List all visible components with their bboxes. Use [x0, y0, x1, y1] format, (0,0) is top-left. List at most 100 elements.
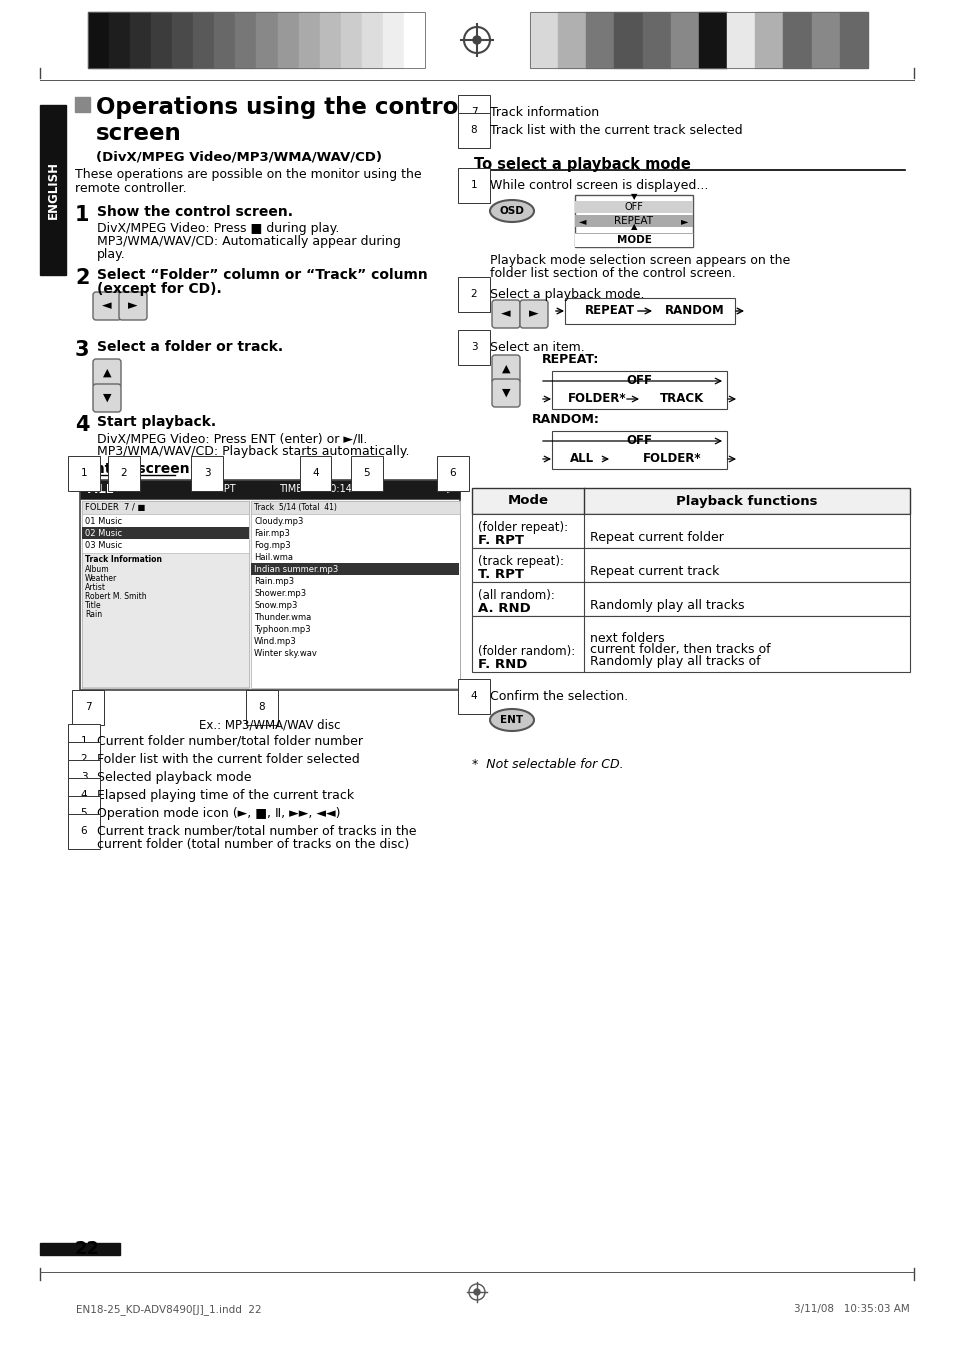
Text: ◄: ◄	[500, 307, 510, 320]
Text: ▼: ▼	[501, 388, 510, 397]
Text: Confirm the selection.: Confirm the selection.	[490, 690, 627, 703]
Text: (all random):: (all random):	[477, 589, 555, 603]
Bar	[82, 502, 249, 514]
Text: OFF: OFF	[626, 434, 652, 448]
Text: screen: screen	[96, 122, 182, 145]
Text: FOLDER  7 / ■: FOLDER 7 / ■	[85, 503, 145, 512]
Text: FOLDER*: FOLDER*	[567, 392, 626, 406]
Text: 3: 3	[75, 339, 90, 360]
FancyBboxPatch shape	[492, 300, 519, 329]
Text: Select a folder or track.: Select a folder or track.	[97, 339, 283, 354]
Text: 2: 2	[470, 289, 476, 299]
Bar	[586, 12, 614, 68]
Text: ▼: ▼	[630, 192, 637, 201]
Text: Thunder.wma: Thunder.wma	[253, 612, 311, 622]
Text: Playback functions: Playback functions	[676, 495, 817, 507]
Bar	[109, 12, 130, 68]
Text: ◄: ◄	[102, 300, 112, 312]
Text: 8: 8	[258, 702, 265, 713]
Text: TIME  00:00:14: TIME 00:00:14	[279, 484, 352, 495]
Text: 6: 6	[81, 826, 88, 836]
Text: 3: 3	[470, 342, 476, 352]
Text: Fog.mp3: Fog.mp3	[253, 541, 291, 549]
Bar	[88, 12, 109, 68]
Text: current folder (total number of tracks on the disc): current folder (total number of tracks o…	[97, 838, 409, 850]
Text: MP3/WMA/WAV/CD: Playback starts automatically.: MP3/WMA/WAV/CD: Playback starts automati…	[97, 445, 409, 458]
Ellipse shape	[490, 708, 534, 731]
Bar	[575, 215, 692, 227]
Text: (track repeat):: (track repeat):	[477, 556, 563, 568]
Bar	[82, 527, 249, 539]
Text: current folder, then tracks of: current folder, then tracks of	[589, 644, 770, 657]
Bar	[298, 12, 319, 68]
Bar	[552, 431, 726, 469]
Bar	[839, 12, 867, 68]
Text: Control screen: Control screen	[75, 462, 190, 476]
Bar	[472, 488, 909, 514]
Text: ENT: ENT	[500, 715, 523, 725]
Text: To select a playback mode: To select a playback mode	[474, 157, 690, 172]
Bar	[575, 233, 692, 247]
Bar	[172, 12, 193, 68]
Text: FILE: FILE	[87, 483, 114, 496]
Text: Mode: Mode	[507, 495, 548, 507]
Text: 1: 1	[470, 180, 476, 191]
Text: Rain: Rain	[85, 610, 102, 619]
Bar	[40, 105, 66, 274]
Text: F. RPT: F. RPT	[477, 534, 523, 546]
Bar	[319, 12, 340, 68]
Text: Start playback.: Start playback.	[97, 415, 216, 429]
Bar	[472, 514, 909, 548]
Bar	[82, 502, 249, 688]
Text: 1: 1	[81, 735, 88, 746]
Text: 4: 4	[81, 790, 88, 800]
Text: 3/11/08   10:35:03 AM: 3/11/08 10:35:03 AM	[794, 1303, 909, 1314]
Text: 1: 1	[75, 206, 90, 224]
Bar	[699, 12, 726, 68]
Text: Artist: Artist	[85, 583, 106, 592]
Bar	[256, 12, 277, 68]
Text: Ex.: MP3/WMA/WAV disc: Ex.: MP3/WMA/WAV disc	[199, 718, 340, 731]
Bar	[614, 12, 642, 68]
Text: 4: 4	[312, 468, 318, 479]
Bar	[382, 12, 403, 68]
Text: MP3/WMA/WAV/CD: Automatically appear during: MP3/WMA/WAV/CD: Automatically appear dur…	[97, 235, 400, 247]
Bar	[251, 502, 459, 514]
Text: Randomly play all tracks of: Randomly play all tracks of	[589, 656, 760, 668]
Text: EN18-25_KD-ADV8490[J]_1.indd  22: EN18-25_KD-ADV8490[J]_1.indd 22	[76, 1303, 261, 1315]
Bar	[80, 480, 459, 499]
Text: Repeat current folder: Repeat current folder	[589, 531, 723, 545]
Text: Playback mode selection screen appears on the: Playback mode selection screen appears o…	[490, 254, 789, 266]
Bar	[130, 12, 151, 68]
FancyBboxPatch shape	[519, 300, 547, 329]
Text: ALL: ALL	[569, 453, 594, 465]
FancyBboxPatch shape	[492, 356, 519, 383]
Text: folder list section of the control screen.: folder list section of the control scree…	[490, 266, 735, 280]
Text: ▼: ▼	[103, 393, 112, 403]
Bar	[82, 553, 249, 687]
Text: Album: Album	[85, 565, 110, 575]
Text: DivX/MPEG Video: Press ■ during play.: DivX/MPEG Video: Press ■ during play.	[97, 222, 339, 235]
Text: ►: ►	[529, 307, 538, 320]
Bar	[40, 1242, 120, 1255]
Text: Select “Folder” column or “Track” column: Select “Folder” column or “Track” column	[97, 268, 427, 283]
Text: 01 Music: 01 Music	[85, 516, 122, 526]
Bar	[530, 12, 558, 68]
Text: ►: ►	[447, 484, 455, 495]
Bar	[575, 201, 692, 214]
Bar	[558, 12, 586, 68]
Text: Rain.mp3: Rain.mp3	[253, 576, 294, 585]
Bar	[193, 12, 214, 68]
Text: Track  5/14 (Total  41): Track 5/14 (Total 41)	[253, 503, 336, 512]
Text: Winter sky.wav: Winter sky.wav	[253, 649, 316, 657]
Bar	[782, 12, 811, 68]
Text: 03 Music: 03 Music	[85, 541, 122, 549]
Text: 1: 1	[81, 468, 88, 479]
Text: ▲: ▲	[103, 368, 112, 379]
Text: These operations are possible on the monitor using the: These operations are possible on the mon…	[75, 168, 421, 181]
Text: Elapsed playing time of the current track: Elapsed playing time of the current trac…	[97, 790, 354, 802]
Text: OSD: OSD	[499, 206, 524, 216]
Bar	[575, 195, 692, 247]
Text: Repeat current track: Repeat current track	[589, 565, 719, 579]
Text: 8: 8	[470, 124, 476, 135]
